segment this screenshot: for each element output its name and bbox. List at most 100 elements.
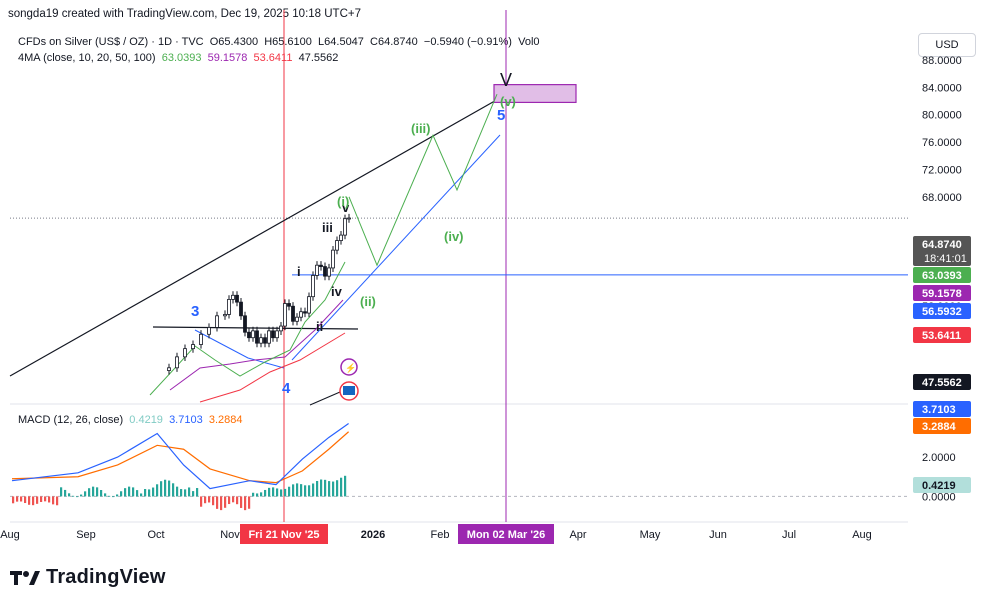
candle xyxy=(231,294,235,300)
candle xyxy=(323,266,327,277)
header-credit: songda19 created with TradingView.com, D… xyxy=(8,8,361,20)
macd-histogram-bar xyxy=(88,488,91,497)
macd-histogram-bar xyxy=(260,492,263,497)
macd-histogram-bar xyxy=(80,494,83,497)
wave-3-4-line xyxy=(194,329,285,369)
ma10-value: 63.0393 xyxy=(161,52,202,64)
candle xyxy=(167,367,171,371)
macd-histogram-bar xyxy=(28,496,31,505)
macd-histogram-bar xyxy=(200,496,203,507)
macd-line-value: 3.7103 xyxy=(169,414,203,426)
candle xyxy=(267,330,271,344)
candle xyxy=(287,303,291,307)
macd-histogram-bar xyxy=(84,491,87,497)
macd-histogram-bar xyxy=(268,487,271,497)
macd-legend[interactable]: MACD (12, 26, close) 0.4219 3.7103 3.288… xyxy=(18,414,243,426)
candle xyxy=(315,264,319,276)
price-badge xyxy=(913,236,971,266)
macd-histogram-bar xyxy=(308,485,311,497)
price-axis-tick: 68.0000 xyxy=(922,192,962,204)
symbol-legend: CFDs on Silver (US$ / OZ) · 1D · TVC O65… xyxy=(18,36,540,48)
price-badge xyxy=(913,285,971,301)
candle xyxy=(335,240,339,251)
channel-upper-line xyxy=(9,97,501,377)
time-axis-label: Aug xyxy=(852,529,872,541)
macd-histogram-bar xyxy=(124,488,127,497)
macd-histogram-bar xyxy=(64,489,67,497)
macd-line xyxy=(11,423,349,490)
ma100-value: 47.5562 xyxy=(298,52,339,64)
macd-histogram-bar xyxy=(324,479,327,497)
candle xyxy=(327,267,331,277)
symbol-name[interactable]: CFDs on Silver (US$ / OZ) · 1D · TVC xyxy=(18,36,204,48)
macd-histogram-bar xyxy=(280,489,283,497)
time-axis-label: Jul xyxy=(782,529,796,541)
time-axis-label: Apr xyxy=(569,529,586,541)
macd-badge xyxy=(913,477,971,493)
wave-label: 3 xyxy=(191,303,199,320)
ma-legend[interactable]: 4MA (close, 10, 20, 50, 100) 63.0393 59.… xyxy=(18,52,338,64)
time-axis-label: Aug xyxy=(0,529,20,541)
target-zone-box xyxy=(493,84,577,104)
macd-signal-line xyxy=(11,431,349,484)
macd-histogram-bar xyxy=(116,494,119,497)
candle xyxy=(183,348,187,358)
macd-histogram-bar xyxy=(272,487,275,497)
macd-histogram-bar xyxy=(104,493,107,497)
tradingview-logo[interactable]: TradingView xyxy=(10,566,166,589)
price-axis-tick: 72.0000 xyxy=(922,164,962,176)
wave-label: (iii) xyxy=(411,121,431,136)
macd-histogram-bar xyxy=(24,496,27,504)
macd-histogram-bar xyxy=(188,487,191,497)
macd-label: MACD (12, 26, close) xyxy=(18,414,124,426)
macd-badge-value: 3.2884 xyxy=(922,421,957,433)
macd-histogram-bar xyxy=(284,488,287,497)
macd-histogram-bar xyxy=(20,496,23,502)
macd-badge-value: 3.7103 xyxy=(922,404,956,416)
ma20-line xyxy=(169,299,344,391)
ma-label: 4MA (close, 10, 20, 50, 100) xyxy=(18,52,156,64)
time-axis-highlight-label: Mon 02 Mar '26 xyxy=(467,529,545,541)
price-badge-value: 63.0393 xyxy=(922,270,962,282)
macd-histogram-bar xyxy=(184,489,187,497)
wave-label: 4 xyxy=(282,380,291,397)
macd-histogram-bar xyxy=(136,490,139,497)
macd-histogram-bar xyxy=(152,487,155,497)
neckline xyxy=(152,326,359,330)
macd-histogram-bar xyxy=(244,496,247,511)
wave-label: ii xyxy=(316,319,323,334)
macd-histogram-bar xyxy=(16,496,19,502)
flash-icon: ⚡ xyxy=(345,362,356,374)
candle xyxy=(283,303,287,327)
wave-label: iii xyxy=(322,220,333,235)
candle xyxy=(175,356,179,369)
time-axis-label: 2026 xyxy=(361,529,385,541)
candle xyxy=(291,305,295,322)
wave-label: (i) xyxy=(337,194,349,209)
currency-button[interactable]: USD xyxy=(918,33,976,57)
candle xyxy=(271,330,275,339)
macd-histogram-bar xyxy=(92,486,95,497)
ma100-line xyxy=(309,391,341,406)
macd-hist-value: 0.4219 xyxy=(129,414,163,426)
macd-histogram-bar xyxy=(120,491,123,497)
macd-histogram-bar xyxy=(208,496,211,503)
candle xyxy=(343,218,347,236)
macd-histogram-bar xyxy=(44,496,47,502)
macd-histogram-bar xyxy=(36,496,39,504)
candle xyxy=(207,327,211,335)
macd-axis-tick: 2.0000 xyxy=(922,452,956,464)
time-axis-label: Feb xyxy=(431,529,450,541)
macd-histogram-bar xyxy=(100,490,103,497)
price-badge-value: 47.5562 xyxy=(922,377,962,389)
wave-label: (v) xyxy=(500,94,516,109)
macd-histogram-bar xyxy=(52,496,55,505)
macd-histogram-bar xyxy=(248,496,251,509)
price-badge xyxy=(913,374,971,390)
price-badge-value: 64.8740 xyxy=(922,239,962,251)
candle xyxy=(263,337,267,344)
price-badge xyxy=(913,303,971,319)
macd-histogram-bar xyxy=(212,496,215,506)
macd-histogram-bar xyxy=(292,484,295,497)
